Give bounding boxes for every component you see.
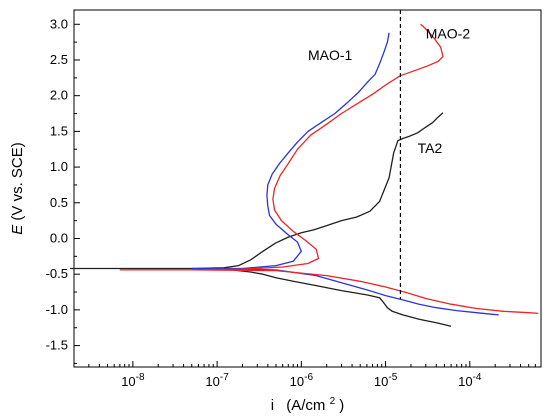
x-tick-label: 10-7	[205, 372, 229, 389]
annotation-layer: MAO-1 MAO-2 TA2	[308, 26, 470, 156]
y-axis: -1.5 -1.0 -0.5 0.0 0.5 1.0 1.5 2.0 2.5 3.0	[46, 16, 80, 364]
y-axis-title-rest: (V vs. SCE)	[9, 142, 26, 220]
plot-frame	[73, 9, 542, 368]
x-axis-title-units: (A/cm	[286, 397, 325, 414]
curve-label: MAO-1	[308, 47, 353, 63]
y-tick-label: -0.5	[46, 266, 68, 281]
x-tick-label: 10-6	[290, 372, 314, 389]
y-tick-label: -1.5	[46, 338, 68, 353]
y-tick-label: 2.5	[50, 52, 68, 67]
curve-2	[191, 32, 390, 270]
x-tick-label: 10-8	[121, 372, 145, 389]
curve-label: TA2	[418, 140, 443, 156]
series-layer	[70, 10, 539, 327]
x-axis-title-sup: 2	[330, 396, 336, 407]
curve-3	[191, 267, 499, 316]
y-tick-label: 3.0	[50, 16, 68, 31]
curve-5	[191, 269, 539, 315]
x-axis-title: i (A/cm 2 )	[271, 391, 345, 414]
x-axis: 10-8 10-7 10-6 10-5 10-4	[73, 361, 542, 389]
x-axis-title-main: i	[271, 397, 274, 414]
y-tick-label: -1.0	[46, 302, 68, 317]
plot-area	[73, 9, 542, 368]
curve-4	[119, 23, 444, 271]
y-tick-label: 0.5	[50, 195, 68, 210]
x-axis-title-close: )	[339, 397, 344, 414]
y-tick-label: 1.0	[50, 159, 68, 174]
curve-label: MAO-2	[426, 26, 471, 42]
y-tick-label: 1.5	[50, 123, 68, 138]
x-tick-label: 10-5	[374, 372, 398, 389]
y-tick-label: 0.0	[50, 230, 68, 245]
y-axis-title-symbol: E	[9, 224, 26, 235]
x-tick-label: 10-4	[458, 372, 482, 389]
y-axis-title: E (V vs. SCE)	[9, 142, 26, 235]
y-tick-label: 2.0	[50, 88, 68, 103]
curve-1	[191, 112, 444, 270]
